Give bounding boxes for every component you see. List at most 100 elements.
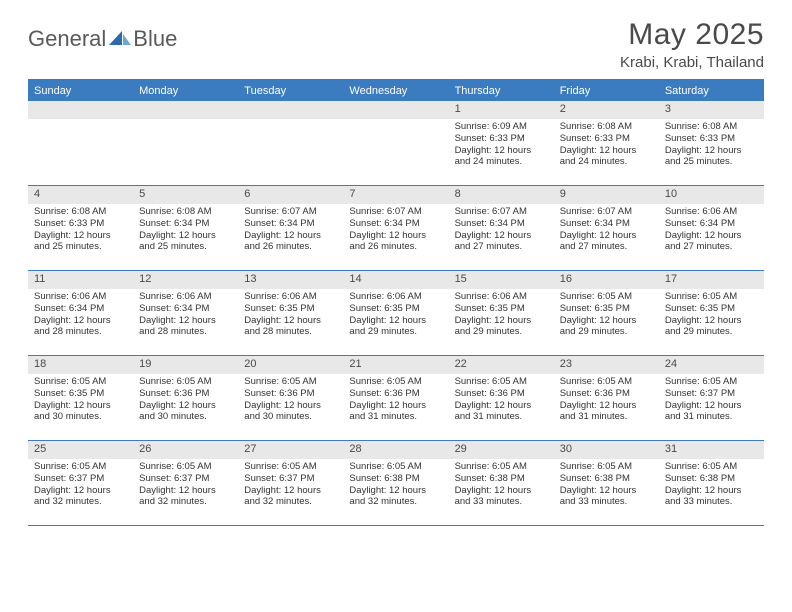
day-body: Sunrise: 6:06 AMSunset: 6:35 PMDaylight:…	[343, 289, 448, 343]
day-body: Sunrise: 6:05 AMSunset: 6:36 PMDaylight:…	[449, 374, 554, 428]
day-cell: 27Sunrise: 6:05 AMSunset: 6:37 PMDayligh…	[238, 441, 343, 525]
day-body: Sunrise: 6:08 AMSunset: 6:34 PMDaylight:…	[133, 204, 238, 258]
daylight-line: Daylight: 12 hours and 33 minutes.	[665, 485, 758, 509]
sunset-line: Sunset: 6:35 PM	[455, 303, 548, 315]
dow-cell: Sunday	[28, 81, 133, 101]
sunset-line: Sunset: 6:37 PM	[244, 473, 337, 485]
daylight-line: Daylight: 12 hours and 25 minutes.	[665, 145, 758, 169]
day-number: 24	[659, 356, 764, 374]
daylight-line: Daylight: 12 hours and 33 minutes.	[560, 485, 653, 509]
sunrise-line: Sunrise: 6:06 AM	[665, 206, 758, 218]
day-number: 10	[659, 186, 764, 204]
day-cell: 2Sunrise: 6:08 AMSunset: 6:33 PMDaylight…	[554, 101, 659, 185]
day-number: 8	[449, 186, 554, 204]
day-body: Sunrise: 6:08 AMSunset: 6:33 PMDaylight:…	[554, 119, 659, 173]
daylight-line: Daylight: 12 hours and 30 minutes.	[139, 400, 232, 424]
daylight-line: Daylight: 12 hours and 31 minutes.	[665, 400, 758, 424]
sunset-line: Sunset: 6:36 PM	[244, 388, 337, 400]
sunrise-line: Sunrise: 6:08 AM	[139, 206, 232, 218]
daylight-line: Daylight: 12 hours and 30 minutes.	[34, 400, 127, 424]
day-cell: 20Sunrise: 6:05 AMSunset: 6:36 PMDayligh…	[238, 356, 343, 440]
day-number: 25	[28, 441, 133, 459]
day-number: 26	[133, 441, 238, 459]
sunset-line: Sunset: 6:34 PM	[244, 218, 337, 230]
logo-text-2: Blue	[133, 26, 177, 52]
day-number: 14	[343, 271, 448, 289]
day-cell: 25Sunrise: 6:05 AMSunset: 6:37 PMDayligh…	[28, 441, 133, 525]
day-cell: 5Sunrise: 6:08 AMSunset: 6:34 PMDaylight…	[133, 186, 238, 270]
dow-cell: Friday	[554, 81, 659, 101]
day-number: 28	[343, 441, 448, 459]
dow-cell: Saturday	[659, 81, 764, 101]
day-cell: 3Sunrise: 6:08 AMSunset: 6:33 PMDaylight…	[659, 101, 764, 185]
day-body: Sunrise: 6:06 AMSunset: 6:35 PMDaylight:…	[449, 289, 554, 343]
logo: General Blue	[28, 18, 177, 52]
day-number: 12	[133, 271, 238, 289]
sunset-line: Sunset: 6:35 PM	[665, 303, 758, 315]
day-number: 2	[554, 101, 659, 119]
daylight-line: Daylight: 12 hours and 32 minutes.	[244, 485, 337, 509]
day-cell: 17Sunrise: 6:05 AMSunset: 6:35 PMDayligh…	[659, 271, 764, 355]
sunrise-line: Sunrise: 6:05 AM	[560, 291, 653, 303]
dow-cell: Wednesday	[343, 81, 448, 101]
day-body: Sunrise: 6:07 AMSunset: 6:34 PMDaylight:…	[343, 204, 448, 258]
day-body: Sunrise: 6:07 AMSunset: 6:34 PMDaylight:…	[449, 204, 554, 258]
sunset-line: Sunset: 6:34 PM	[560, 218, 653, 230]
sunset-line: Sunset: 6:35 PM	[34, 388, 127, 400]
daylight-line: Daylight: 12 hours and 26 minutes.	[244, 230, 337, 254]
day-cell: 15Sunrise: 6:06 AMSunset: 6:35 PMDayligh…	[449, 271, 554, 355]
sunset-line: Sunset: 6:35 PM	[244, 303, 337, 315]
day-cell: 22Sunrise: 6:05 AMSunset: 6:36 PMDayligh…	[449, 356, 554, 440]
day-body: Sunrise: 6:07 AMSunset: 6:34 PMDaylight:…	[238, 204, 343, 258]
sunrise-line: Sunrise: 6:05 AM	[34, 461, 127, 473]
day-body: Sunrise: 6:05 AMSunset: 6:38 PMDaylight:…	[449, 459, 554, 513]
day-cell	[343, 101, 448, 185]
sunset-line: Sunset: 6:34 PM	[349, 218, 442, 230]
daylight-line: Daylight: 12 hours and 25 minutes.	[34, 230, 127, 254]
day-cell: 21Sunrise: 6:05 AMSunset: 6:36 PMDayligh…	[343, 356, 448, 440]
day-cell: 24Sunrise: 6:05 AMSunset: 6:37 PMDayligh…	[659, 356, 764, 440]
daylight-line: Daylight: 12 hours and 28 minutes.	[244, 315, 337, 339]
sunset-line: Sunset: 6:38 PM	[560, 473, 653, 485]
sunrise-line: Sunrise: 6:08 AM	[560, 121, 653, 133]
sunset-line: Sunset: 6:35 PM	[349, 303, 442, 315]
day-number	[28, 101, 133, 119]
day-cell: 9Sunrise: 6:07 AMSunset: 6:34 PMDaylight…	[554, 186, 659, 270]
sunset-line: Sunset: 6:36 PM	[560, 388, 653, 400]
day-cell	[28, 101, 133, 185]
day-cell	[133, 101, 238, 185]
sunrise-line: Sunrise: 6:07 AM	[560, 206, 653, 218]
day-number: 13	[238, 271, 343, 289]
sunrise-line: Sunrise: 6:05 AM	[349, 376, 442, 388]
daylight-line: Daylight: 12 hours and 32 minutes.	[349, 485, 442, 509]
day-cell: 29Sunrise: 6:05 AMSunset: 6:38 PMDayligh…	[449, 441, 554, 525]
sunset-line: Sunset: 6:34 PM	[665, 218, 758, 230]
day-cell: 6Sunrise: 6:07 AMSunset: 6:34 PMDaylight…	[238, 186, 343, 270]
day-body: Sunrise: 6:06 AMSunset: 6:34 PMDaylight:…	[659, 204, 764, 258]
day-cell: 13Sunrise: 6:06 AMSunset: 6:35 PMDayligh…	[238, 271, 343, 355]
day-body: Sunrise: 6:05 AMSunset: 6:37 PMDaylight:…	[28, 459, 133, 513]
day-cell: 16Sunrise: 6:05 AMSunset: 6:35 PMDayligh…	[554, 271, 659, 355]
day-body: Sunrise: 6:05 AMSunset: 6:38 PMDaylight:…	[659, 459, 764, 513]
sunrise-line: Sunrise: 6:05 AM	[665, 461, 758, 473]
day-number: 20	[238, 356, 343, 374]
day-body: Sunrise: 6:07 AMSunset: 6:34 PMDaylight:…	[554, 204, 659, 258]
day-body: Sunrise: 6:09 AMSunset: 6:33 PMDaylight:…	[449, 119, 554, 173]
sunrise-line: Sunrise: 6:06 AM	[34, 291, 127, 303]
day-number: 29	[449, 441, 554, 459]
day-body: Sunrise: 6:05 AMSunset: 6:38 PMDaylight:…	[343, 459, 448, 513]
day-number: 18	[28, 356, 133, 374]
daylight-line: Daylight: 12 hours and 28 minutes.	[139, 315, 232, 339]
day-body: Sunrise: 6:05 AMSunset: 6:36 PMDaylight:…	[343, 374, 448, 428]
day-number: 9	[554, 186, 659, 204]
sunset-line: Sunset: 6:36 PM	[455, 388, 548, 400]
day-cell: 1Sunrise: 6:09 AMSunset: 6:33 PMDaylight…	[449, 101, 554, 185]
day-body: Sunrise: 6:05 AMSunset: 6:37 PMDaylight:…	[238, 459, 343, 513]
sunset-line: Sunset: 6:37 PM	[665, 388, 758, 400]
day-cell: 4Sunrise: 6:08 AMSunset: 6:33 PMDaylight…	[28, 186, 133, 270]
sunrise-line: Sunrise: 6:05 AM	[244, 461, 337, 473]
sunrise-line: Sunrise: 6:09 AM	[455, 121, 548, 133]
day-cell: 30Sunrise: 6:05 AMSunset: 6:38 PMDayligh…	[554, 441, 659, 525]
dow-cell: Thursday	[449, 81, 554, 101]
day-cell: 28Sunrise: 6:05 AMSunset: 6:38 PMDayligh…	[343, 441, 448, 525]
